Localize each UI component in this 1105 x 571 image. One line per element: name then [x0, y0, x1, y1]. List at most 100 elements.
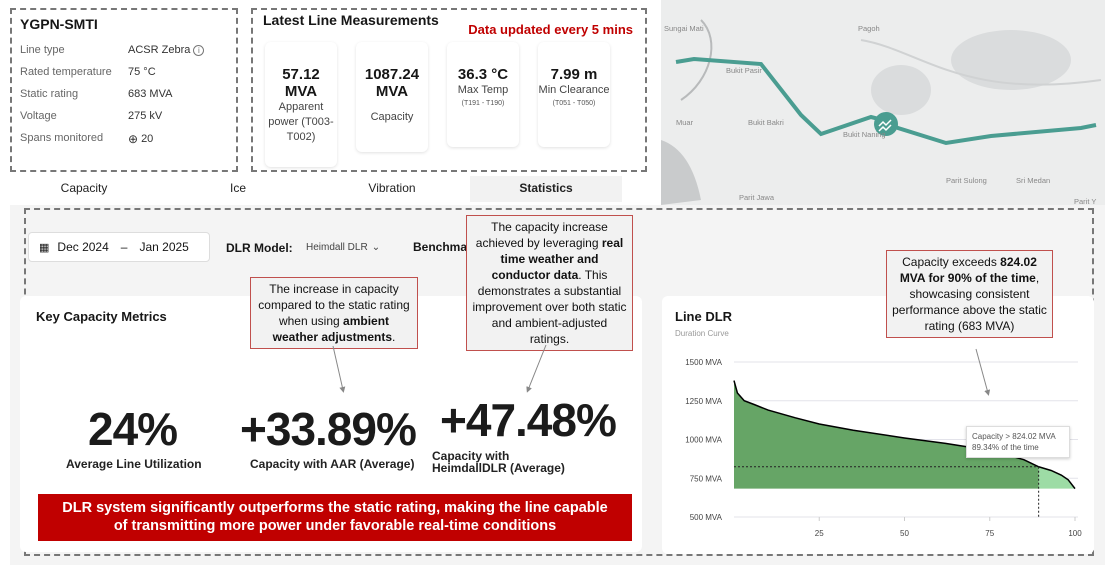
tab-ice[interactable]: Ice	[162, 176, 314, 202]
callout-text: .	[392, 330, 396, 344]
metric-value: +33.89%	[240, 403, 417, 455]
info-value-wrap: 75 °C	[128, 66, 156, 78]
callout-chart: Capacity exceeds 824.02 MVA for 90% of t…	[886, 250, 1053, 338]
measurement-value: 1087.24 MVA	[364, 66, 420, 100]
chart-tooltip: Capacity > 824.02 MVA 89.34% of the time	[966, 426, 1070, 458]
info-label: Rated temperature	[20, 66, 112, 78]
date-from: Dec 2024	[57, 240, 109, 254]
area-main	[734, 380, 1039, 489]
map-label: Bukit Bakri	[748, 118, 784, 127]
info-value-wrap: 683 MVA	[128, 88, 172, 100]
span-icon: ⊕	[128, 132, 139, 146]
callout-bold: 824.02 MVA for 90% of the time	[899, 255, 1037, 285]
tooltip-line2: 89.34% of the time	[972, 443, 1039, 452]
metrics-title: Key Capacity Metrics	[36, 309, 167, 324]
metric-label: Average Line Utilization	[66, 457, 202, 471]
update-note: Data updated every 5 mins	[468, 22, 633, 37]
callout-text: . This demonstrates a substantial improv…	[472, 268, 627, 346]
benchmark-label[interactable]: Benchma	[413, 240, 468, 254]
map-label: Pagoh	[858, 24, 880, 33]
metric-label: Capacity with AAR (Average)	[250, 457, 415, 471]
y-tick-label: 500 MVA	[690, 513, 723, 522]
info-value: 275 kV	[128, 110, 163, 122]
x-tick-label: 50	[900, 529, 909, 538]
map-label: Bukit Naning	[843, 130, 886, 139]
x-tick-label: 25	[815, 529, 824, 538]
tab-statistics[interactable]: Statistics	[470, 176, 622, 202]
callout-text: The capacity increase achieved by levera…	[475, 220, 608, 250]
info-label: Spans monitored	[20, 132, 104, 144]
measurement-card: 36.3 °C Max Temp (T191 - T190)	[447, 42, 519, 147]
line-info-panel: YGPN-SMTI	[10, 8, 238, 172]
measurement-value: 7.99 m	[550, 66, 598, 83]
map-label: Parit Y	[1074, 197, 1097, 205]
date-separator: –	[120, 240, 128, 254]
dlr-model-select[interactable]: Heimdall DLR ⌄	[306, 242, 380, 253]
map-label: Sri Medan	[1016, 176, 1051, 185]
tab-capacity[interactable]: Capacity	[8, 176, 160, 202]
chart-subtitle: Duration Curve	[675, 329, 729, 338]
chart-title: Line DLR	[675, 309, 733, 324]
measurement-span: (T191 - T190)	[461, 100, 505, 107]
map-label: Muar	[676, 118, 694, 127]
y-tick-label: 1500 MVA	[685, 358, 722, 367]
tab-vibration[interactable]: Vibration	[316, 176, 468, 202]
line-map[interactable]: Sungai Mati Pagoh Bukit Pasir Muar Bukit Bak…	[661, 0, 1105, 205]
info-row: Static rating 683 MVA	[20, 88, 172, 100]
map-label: Parit Sulong	[946, 176, 987, 185]
callout-aar: The increase in capacity compared to the…	[250, 277, 418, 349]
measurement-label: Max Temp	[457, 84, 509, 96]
measurement-card: 7.99 m Min Clearance (T051 - T050)	[538, 42, 610, 147]
info-label: Line type	[20, 44, 65, 56]
chevron-down-icon: ⌄	[371, 242, 381, 253]
area-tail	[1038, 466, 1075, 489]
info-label: Voltage	[20, 110, 57, 122]
x-tick-label: 100	[1068, 529, 1082, 538]
y-tick-label: 1250 MVA	[685, 397, 722, 406]
y-tick-label: 750 MVA	[690, 474, 723, 483]
map-label: Sungai Mati	[664, 24, 704, 33]
dlr-model-value: Heimdall DLR	[306, 242, 368, 253]
summary-banner: DLR system significantly outperforms the…	[38, 494, 632, 541]
info-row: Line type ACSR Zebra i	[20, 44, 205, 56]
info-row: Voltage 275 kV	[20, 110, 162, 122]
callout-text: Capacity exceeds	[902, 255, 1001, 269]
date-to: Jan 2025	[139, 240, 189, 254]
callout-text: The increase in capacity compared to the…	[258, 282, 410, 328]
duration-curve-line	[733, 380, 1076, 490]
info-value: 75 °C	[128, 66, 156, 78]
y-tick-label: 1000 MVA	[685, 436, 722, 445]
dlr-model-label: DLR Model:	[226, 241, 293, 255]
measurements-title: Latest Line Measurements	[263, 12, 439, 28]
measurement-label: Apparent power (T003-T002)	[268, 101, 334, 143]
date-range-picker[interactable]: ▦ Dec 2024 – Jan 2025	[28, 232, 210, 262]
info-value: ACSR Zebra	[128, 44, 191, 56]
info-icon[interactable]: i	[193, 44, 205, 56]
info-row: Rated temperature 75 °C	[20, 66, 156, 78]
map-label: Parit Jawa	[739, 193, 775, 202]
line-title: YGPN-SMTI	[20, 16, 98, 32]
measurement-card: 1087.24 MVA Capacity	[356, 42, 428, 152]
info-value-wrap: ⊕ 20	[128, 132, 153, 146]
measurement-value: 36.3 °C	[457, 66, 509, 83]
metric-value: +47.48%	[440, 394, 617, 446]
map-label: Bukit Pasir	[726, 66, 762, 75]
tooltip-line1: Capacity > 824.02 MVA	[972, 432, 1056, 441]
measurements-panel: Latest Line Measurements Data updated ev…	[251, 8, 647, 172]
callout-text: , showcasing consistent performance abov…	[892, 271, 1047, 333]
metric-label: Capacity with HeimdallDLR (Average)	[432, 449, 565, 475]
callout-dlr: The capacity increase achieved by levera…	[466, 215, 633, 351]
x-tick-label: 75	[985, 529, 994, 538]
info-value-wrap: ACSR Zebra i	[128, 44, 205, 56]
calendar-icon: ▦	[39, 241, 50, 254]
callout-bold: real time weather and conductor data	[491, 236, 624, 282]
measurement-label: Capacity	[370, 111, 414, 123]
info-value-wrap: 275 kV	[128, 110, 162, 122]
info-value: 683 MVA	[128, 88, 173, 100]
measurement-value: 57.12 MVA	[282, 66, 320, 100]
info-row: Spans monitored ⊕ 20	[20, 132, 153, 146]
info-label: Static rating	[20, 88, 79, 100]
info-value: 20	[141, 133, 154, 145]
measurement-card: 57.12 MVA Apparent power (T003-T002)	[265, 42, 337, 167]
metric-value: 24%	[88, 403, 178, 455]
